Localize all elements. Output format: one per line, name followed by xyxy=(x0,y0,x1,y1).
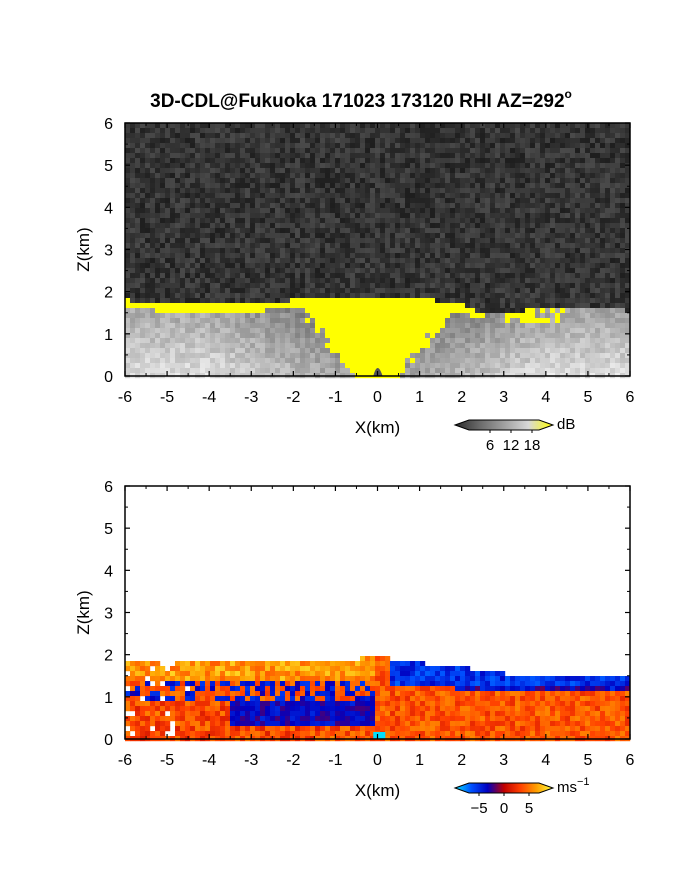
colorbar-bar xyxy=(453,782,555,794)
y-tick-label: 4 xyxy=(104,200,113,217)
y-tick-label: 6 xyxy=(104,479,113,496)
title-degree: o xyxy=(565,87,572,101)
y-tick-label: 4 xyxy=(104,563,113,580)
x-tick-label: 4 xyxy=(541,752,550,769)
x-tick-label: -4 xyxy=(202,752,216,769)
x-tick-label: 5 xyxy=(583,752,592,769)
x-tick-label: -4 xyxy=(202,389,216,406)
colorbar: 6 12 18 dB xyxy=(453,416,575,454)
colorbar-unit-superscript: −1 xyxy=(577,776,590,788)
colorbar: −5 0 5 ms−1 xyxy=(453,776,590,817)
velocity-field xyxy=(125,486,631,742)
x-tick-label: -6 xyxy=(118,752,132,769)
y-tick-label: 1 xyxy=(104,690,113,707)
x-tick-label: 1 xyxy=(415,389,424,406)
colorbar-tick-label: 18 xyxy=(524,437,541,454)
colorbar-tick-label: −5 xyxy=(470,800,487,817)
y-tick-label: 0 xyxy=(104,732,113,749)
x-tick-label: 1 xyxy=(415,752,424,769)
x-tick-label: 2 xyxy=(457,752,466,769)
x-tick-label: -3 xyxy=(244,752,258,769)
x-tick-label: 0 xyxy=(373,389,382,406)
y-tick-label: 5 xyxy=(104,521,113,538)
x-tick-label: -5 xyxy=(160,752,174,769)
x-tick-label: -1 xyxy=(328,752,342,769)
x-tick-label: 3 xyxy=(499,752,508,769)
colorbar-tick-label: 5 xyxy=(525,800,533,817)
x-tick-label: 6 xyxy=(626,752,635,769)
reflectivity-field xyxy=(125,123,631,379)
colorbar-unit: dB xyxy=(557,416,575,433)
colorbar-tick-label: 12 xyxy=(503,437,520,454)
y-tick-label: 3 xyxy=(104,243,113,260)
y-tick-label: 3 xyxy=(104,606,113,623)
y-tick-label: 6 xyxy=(104,116,113,133)
x-tick-label: 5 xyxy=(583,389,592,406)
radar-site-mark xyxy=(373,732,386,739)
x-tick-label: -2 xyxy=(286,752,300,769)
colorbar-tick-label: 0 xyxy=(500,800,508,817)
x-tick-label: -1 xyxy=(328,389,342,406)
colorbar-unit: ms−1 xyxy=(557,776,590,796)
x-tick-label: 4 xyxy=(541,389,550,406)
x-tick-label: -3 xyxy=(244,389,258,406)
colorbar-tick-label: 6 xyxy=(486,437,494,454)
y-tick-label: 0 xyxy=(104,369,113,386)
x-tick-label: 2 xyxy=(457,389,466,406)
x-tick-label: 6 xyxy=(626,389,635,406)
title-text: 3D-CDL@Fukuoka 171023 173120 RHI AZ=292 xyxy=(150,91,564,112)
y-axis-label: Z(km) xyxy=(74,227,93,271)
x-axis-label: X(km) xyxy=(355,418,400,437)
x-tick-label: 0 xyxy=(373,752,382,769)
colorbar-bar xyxy=(453,419,555,431)
y-tick-label: 5 xyxy=(104,158,113,175)
chart-title: 3D-CDL@Fukuoka 171023 173120 RHI AZ=292o xyxy=(150,87,572,112)
y-axis-label: Z(km) xyxy=(74,590,93,634)
x-tick-label: -5 xyxy=(160,389,174,406)
x-tick-label: -2 xyxy=(286,389,300,406)
y-tick-label: 1 xyxy=(104,327,113,344)
y-tick-label: 2 xyxy=(104,648,113,665)
y-tick-label: 2 xyxy=(104,285,113,302)
x-tick-label: -6 xyxy=(118,389,132,406)
x-axis-label: X(km) xyxy=(355,781,400,800)
x-tick-label: 3 xyxy=(499,389,508,406)
